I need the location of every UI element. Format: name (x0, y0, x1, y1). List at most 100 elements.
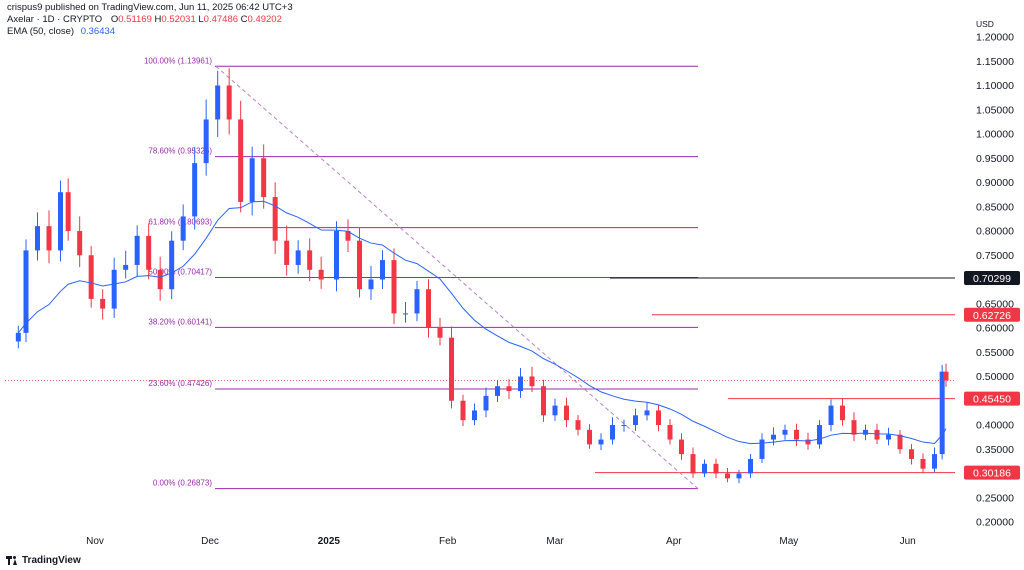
candle-body (65, 192, 71, 231)
tradingview-logo[interactable]: TradingView (6, 553, 81, 567)
candle-body (725, 473, 730, 479)
time-axis[interactable]: Nov Dec 2025 Feb Mar Apr May Jun (86, 536, 916, 547)
fib-retracement: 100.00% (1.13961) 78.60% (0.95326) 61.80% … (144, 56, 698, 490)
candle-body (518, 376, 523, 392)
candle-body (134, 235, 140, 265)
y-tick-label: 1.20000 (976, 32, 1014, 44)
candle-body (307, 250, 313, 270)
candle-body (759, 439, 765, 459)
candle-body (817, 425, 822, 445)
candle-body (920, 458, 926, 469)
candle-body (380, 260, 385, 280)
candle-body (226, 85, 232, 120)
candle-body (621, 425, 627, 426)
candle-body (203, 119, 209, 164)
y-tick-label: 0.65000 (976, 298, 1014, 310)
candle-body (748, 458, 753, 474)
price-label-text: 0.62726 (973, 310, 1011, 322)
candle-body (598, 439, 604, 445)
y-tick-label: 0.60000 (976, 323, 1014, 335)
candle-body (58, 192, 63, 251)
candle-body (851, 420, 857, 435)
candle-body (111, 269, 117, 309)
price-label-text: 0.45450 (973, 394, 1011, 406)
candle-body (633, 415, 638, 425)
x-tick-label: Feb (439, 536, 457, 547)
candle-body (541, 386, 546, 416)
candle-body (495, 386, 500, 396)
candle-body (805, 439, 811, 445)
candle-body (529, 376, 535, 387)
x-tick-label: 2025 (318, 536, 341, 547)
fib-level-label: 61.80% (0.80693) (148, 218, 212, 227)
candle-body (23, 250, 29, 333)
price-label-box (964, 465, 1020, 480)
ohlc-h-label: H (154, 14, 162, 25)
candle-body (690, 454, 696, 474)
trend-line (215, 65, 699, 490)
candle-body (702, 463, 707, 474)
candle-body (863, 429, 868, 435)
candle-body (261, 158, 267, 198)
candle-body (932, 454, 937, 469)
price-label-box (964, 271, 1020, 286)
y-tick-label: 1.15000 (976, 56, 1014, 68)
y-tick-label: 0.80000 (976, 226, 1014, 238)
x-tick-label: Nov (86, 536, 104, 547)
y-tick-label: 0.55000 (976, 347, 1014, 359)
y-tick-label: 0.25000 (976, 492, 1014, 504)
fib-level-label: 38.20% (0.60141) (148, 317, 212, 326)
price-label-text: 0.30186 (973, 468, 1011, 480)
candle-body (840, 405, 845, 421)
x-tick-label: Dec (201, 536, 219, 547)
candle-body (472, 410, 477, 421)
candle-body (667, 425, 673, 440)
candle-body (368, 279, 374, 290)
ema-line (17, 200, 947, 445)
fib-level-label: 100.00% (1.13961) (144, 56, 212, 65)
x-tick-label: Mar (546, 536, 564, 547)
y-tick-label: 1.00000 (976, 129, 1014, 141)
ema-label: EMA (50, close) (7, 26, 75, 37)
candle-body (794, 429, 799, 440)
candle-body (334, 231, 339, 280)
y-tick-label: 0.90000 (976, 177, 1014, 189)
horizontal-levels (595, 277, 955, 474)
y-tick-label: 0.75000 (976, 250, 1014, 262)
candle-body (15, 332, 21, 342)
price-labels: 0.70299 0.62726 0.45450 0.30186 (964, 271, 1020, 480)
candle-body (460, 400, 466, 421)
candles (15, 68, 949, 484)
y-tick-label: 0.35000 (976, 444, 1014, 456)
ohlc-c-label: C (240, 14, 248, 25)
y-tick-label: 1.10000 (976, 80, 1014, 92)
ema-value: 0.36434 (80, 26, 116, 37)
tradingview-logo-icon (6, 555, 18, 565)
price-label-box (964, 391, 1020, 406)
candle-body (449, 337, 454, 401)
candle-body (644, 410, 650, 416)
ohlc-o-label: O (110, 14, 119, 25)
candle-body (77, 231, 83, 256)
x-tick-label: Apr (666, 536, 682, 547)
candle-body (169, 240, 175, 290)
candle-body (414, 289, 420, 314)
candle-body (575, 420, 581, 430)
ema-polyline (17, 200, 947, 445)
candle-body (249, 158, 255, 202)
candle-body (46, 226, 52, 251)
chart-header: crispus9 published on TradingView.com, J… (0, 0, 1024, 37)
candle-body (215, 85, 221, 120)
candle-body (180, 216, 186, 241)
ohlc-o: 0.51169 (118, 14, 152, 25)
y-tick-label: 0.20000 (976, 517, 1014, 529)
candle-body (238, 119, 244, 202)
candle-body (782, 429, 788, 435)
candle-body (123, 264, 129, 270)
ohlc-c: 0.49202 (247, 14, 282, 25)
x-tick-label: May (779, 536, 798, 547)
fib-level-label: 23.60% (0.47426) (148, 379, 212, 388)
candle-body (295, 250, 301, 265)
tradingview-logo-text: TradingView (22, 554, 81, 566)
